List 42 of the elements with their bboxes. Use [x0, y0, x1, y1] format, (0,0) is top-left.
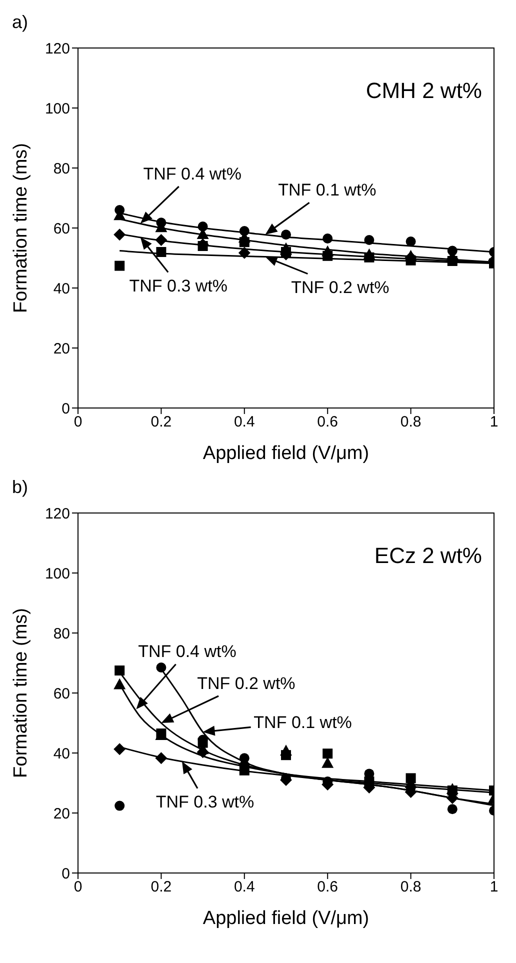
y-tick-label: 100	[44, 100, 70, 118]
text: b)	[12, 477, 28, 497]
annotation: TNF 0.3 wt%	[156, 792, 254, 812]
y-tick-label: 40	[53, 280, 70, 298]
y-tick-label: 80	[53, 625, 70, 642]
x-tick-label: 0.4	[234, 878, 255, 896]
annotation: CMH 2 wt%	[366, 78, 482, 103]
x-tick-label: 0	[74, 414, 82, 431]
y-tick-label: 0	[62, 865, 70, 882]
y-tick-label: 40	[53, 745, 70, 762]
y-tick-label: 0	[62, 400, 70, 418]
x-tick-label: 1	[490, 414, 498, 431]
x-tick-label: 0.4	[234, 414, 255, 431]
y-tick-label: 60	[53, 685, 70, 702]
x-tick-label: 0	[74, 878, 82, 896]
x-axis-title: Applied field (V/μm)	[202, 443, 370, 464]
annotation: TNF 0.1 wt%	[254, 713, 352, 732]
y-tick-label: 80	[53, 160, 70, 178]
y-tick-label: 100	[44, 565, 70, 582]
y-tick-label: 20	[53, 340, 70, 358]
x-tick-label: 0.2	[150, 414, 172, 431]
annotation: TNF 0.2 wt%	[197, 674, 296, 693]
annotation: TNF 0.4 wt%	[138, 642, 236, 662]
y-tick-label: 120	[44, 505, 70, 522]
x-tick-label: 0.8	[400, 878, 422, 896]
y-tick-label: 20	[53, 805, 70, 822]
annotation: TNF 0.4 wt%	[143, 164, 242, 184]
annotation: TNF 0.1 wt%	[278, 180, 376, 200]
annotation: TNF 0.2 wt%	[291, 278, 390, 297]
annotation: TNF 0.3 wt%	[129, 276, 228, 296]
text: a)	[12, 12, 28, 32]
y-axis-title: Formation time (ms)	[10, 608, 32, 778]
x-tick-label: 0.8	[400, 414, 422, 431]
x-tick-label: 0.2	[150, 878, 172, 896]
y-tick-label: 60	[53, 220, 70, 238]
y-axis-title: Formation time (ms)	[10, 143, 32, 313]
x-tick-label: 0.6	[317, 414, 338, 431]
x-tick-label: 1	[490, 878, 498, 896]
x-axis-title: Applied field (V/μm)	[202, 908, 370, 929]
x-tick-label: 0.6	[317, 878, 338, 896]
annotation: ECz 2 wt%	[374, 543, 482, 568]
y-tick-label: 120	[44, 40, 70, 58]
